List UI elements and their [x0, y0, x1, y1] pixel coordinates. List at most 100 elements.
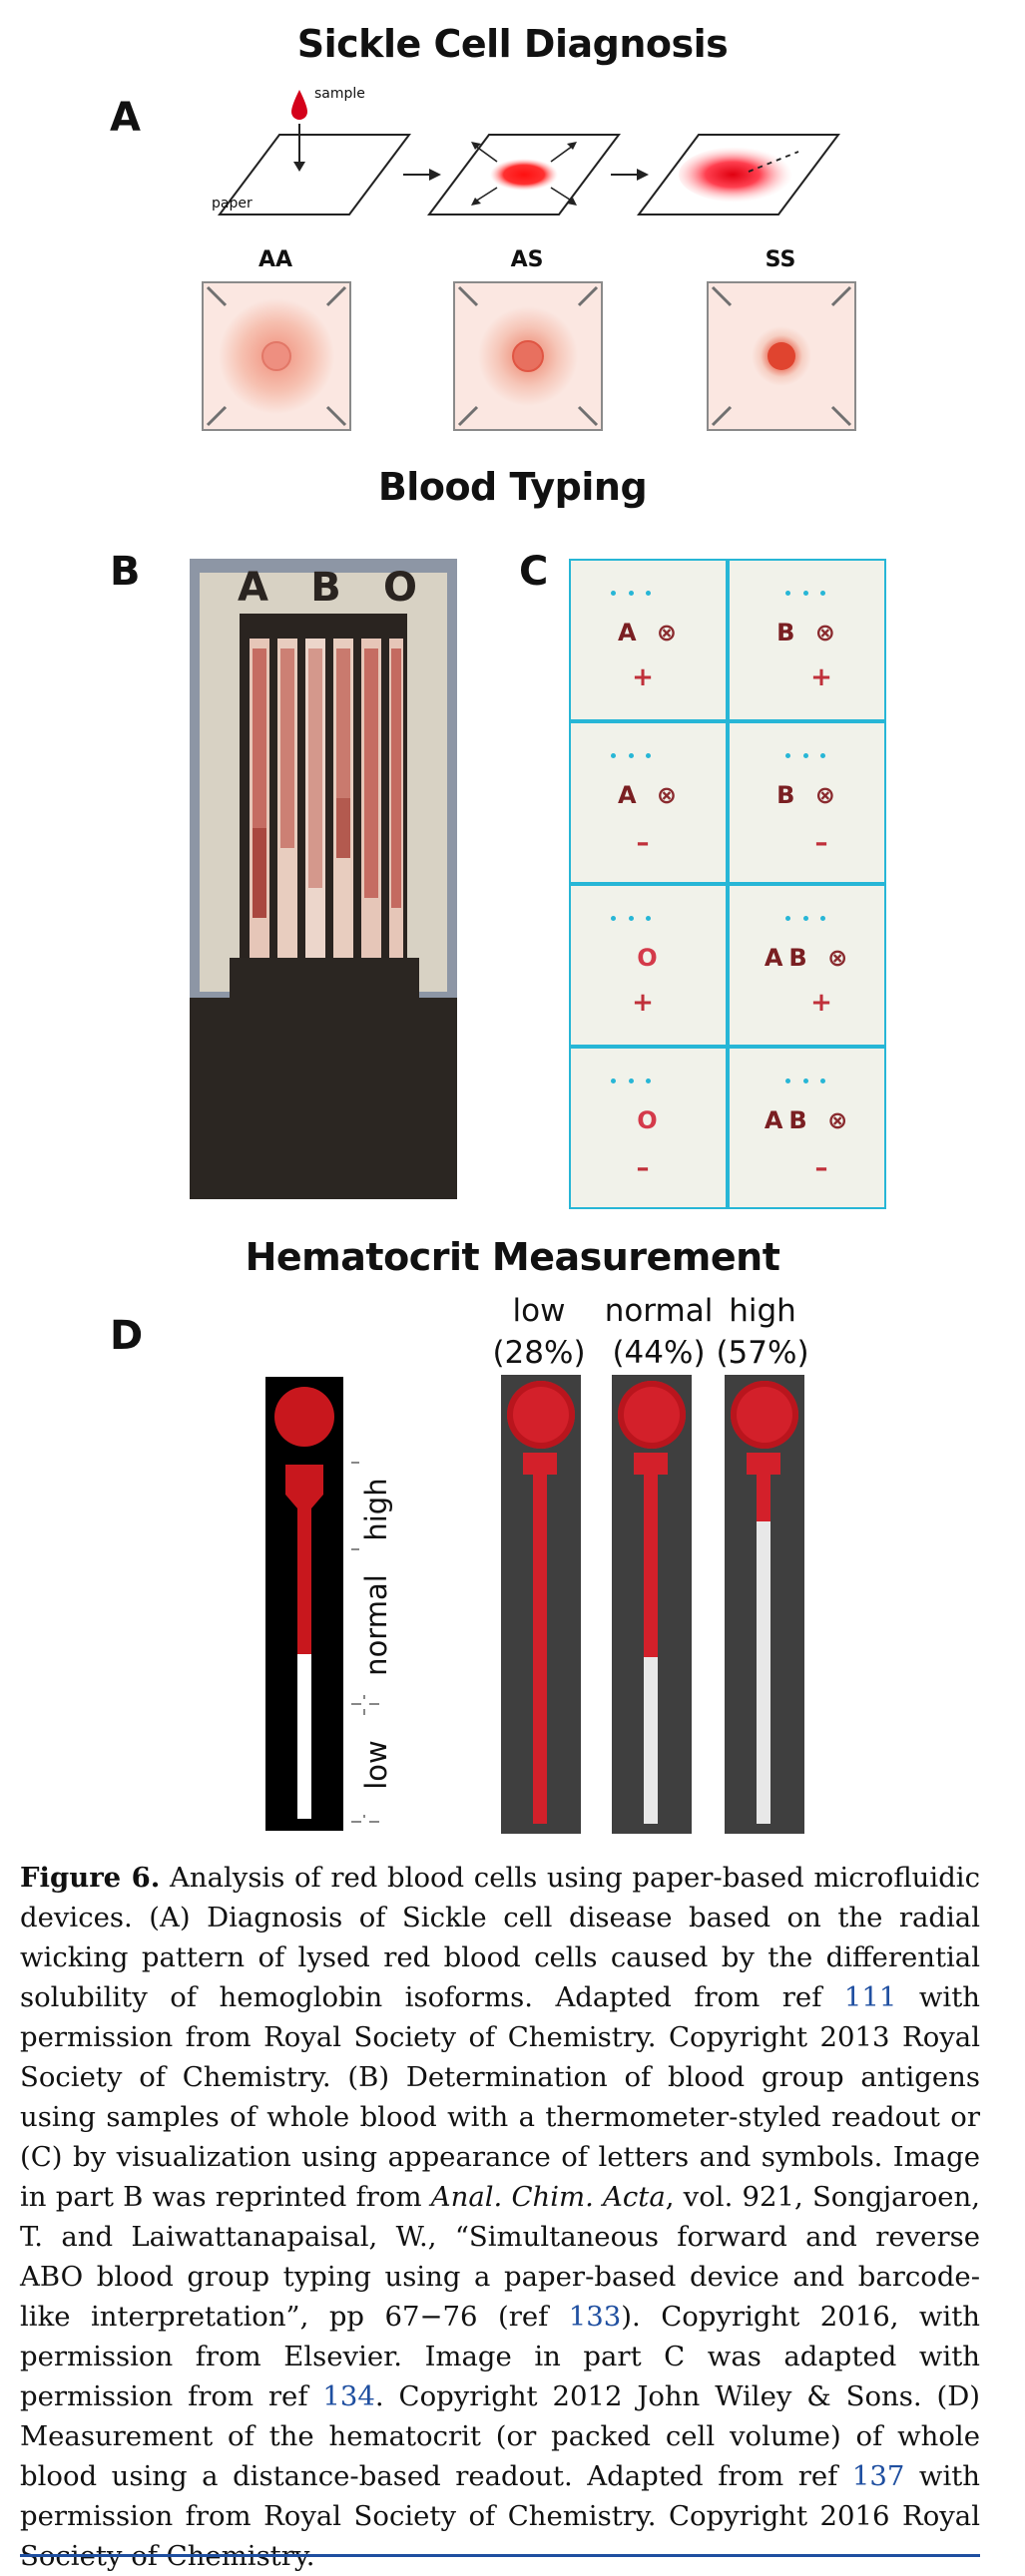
- filled-channel: [297, 1506, 311, 1654]
- cell-letters: B: [776, 619, 801, 646]
- sample-label: sample: [314, 86, 365, 102]
- cell-letters: B: [776, 781, 801, 809]
- cell-mark: O: [637, 1106, 664, 1134]
- cell-sign: –: [814, 1153, 828, 1183]
- cell-sign: –: [636, 828, 650, 858]
- figure-label: Figure 6.: [20, 1862, 161, 1894]
- sample-reservoir: [618, 1381, 686, 1449]
- arrow-1-head: [429, 169, 441, 181]
- cell-letters: AB: [764, 1106, 813, 1134]
- wicking-channel: [757, 1470, 770, 1824]
- hct-pct-high: (57%): [716, 1335, 809, 1371]
- journal-name: Anal. Chim. Acta: [430, 2181, 666, 2213]
- cell-mark: ⊗: [656, 619, 684, 646]
- scale-labels: high normal low: [356, 1457, 396, 1836]
- down-arrow-head: [293, 162, 305, 172]
- cell-readout: AB ⊗: [730, 944, 888, 972]
- blood-type-cell: AB ⊗ +: [728, 884, 886, 1047]
- ref-link-137[interactable]: 137: [851, 2460, 905, 2492]
- caption-text-5: . Copyright 2012 John Wiley & Sons. (D) …: [20, 2380, 981, 2492]
- blood-drop-icon: [291, 90, 307, 120]
- well-aa: [202, 281, 351, 431]
- strip-label-a: A: [238, 565, 268, 611]
- blood-type-cell: B ⊗ –: [728, 721, 886, 884]
- caption-text-2: with permission from Royal Society of Ch…: [20, 1981, 980, 2213]
- blood-type-cell: B ⊗ +: [728, 559, 886, 721]
- scale-label-normal: normal: [359, 1555, 393, 1695]
- sample-reservoir: [274, 1387, 334, 1447]
- caption-text-4: ). Copyright 2016, with permission from …: [20, 2301, 980, 2412]
- hct-pct-normal: (44%): [612, 1335, 706, 1371]
- genotype-ss-label: SS: [765, 247, 796, 272]
- cell-mark: ⊗: [656, 781, 684, 809]
- panel-a-schematic: [218, 90, 840, 215]
- ref-link-134[interactable]: 134: [322, 2380, 375, 2412]
- panel-label-d: D: [110, 1313, 144, 1359]
- blood-type-cell: A ⊗ +: [569, 559, 728, 721]
- dashed-line: [748, 151, 799, 173]
- cell-sign: +: [810, 988, 832, 1018]
- cell-letters: AB: [764, 944, 813, 972]
- cell-letters: A: [617, 781, 643, 809]
- panel-label-c: C: [519, 549, 549, 595]
- panel-label-a: A: [110, 95, 141, 141]
- cell-mark: ⊗: [827, 944, 854, 972]
- empty-channel: [297, 1654, 311, 1819]
- paper-sheet-1: [218, 134, 411, 215]
- hct-label-high: high: [729, 1293, 796, 1329]
- cell-mark: ⊗: [814, 619, 841, 646]
- cell-sign: –: [636, 1153, 650, 1183]
- scale-label-high: high: [359, 1460, 393, 1559]
- cell-readout: A ⊗: [571, 619, 730, 646]
- cell-letters: A: [617, 619, 643, 646]
- sample-reservoir: [731, 1381, 798, 1449]
- ref-link-111[interactable]: 111: [843, 1981, 897, 2013]
- sample-reservoir: [507, 1381, 575, 1449]
- hct-label-low: low: [512, 1293, 566, 1329]
- cell-readout: A ⊗: [571, 781, 730, 809]
- control-dots: [785, 916, 825, 922]
- cell-sign: +: [632, 662, 654, 692]
- caption-text-3: , vol. 921, Songjaroen, T. and Laiwattan…: [20, 2181, 981, 2333]
- paper-label: paper: [212, 196, 253, 212]
- cell-readout: O: [571, 944, 730, 972]
- arrow-2-head: [637, 169, 649, 181]
- caption-bottom-rule: [20, 2554, 980, 2557]
- genotype-as-label: AS: [510, 247, 544, 272]
- channel-neck: [523, 1453, 557, 1475]
- cell-readout: B ⊗: [730, 619, 888, 646]
- strip-label-b: B: [310, 565, 341, 611]
- panel-b-photo: A B O: [190, 559, 457, 1199]
- well-ss: [707, 281, 856, 431]
- hematocrit-device-normal: [612, 1375, 692, 1834]
- hct-label-normal: normal: [604, 1293, 714, 1329]
- blood-typing-title: Blood Typing: [377, 465, 648, 509]
- cell-mark: O: [637, 944, 664, 972]
- ref-link-133[interactable]: 133: [568, 2301, 622, 2333]
- control-dots: [611, 1078, 651, 1084]
- channel-neck: [747, 1453, 780, 1475]
- red-cell-front: [533, 1470, 547, 1824]
- cell-readout: O: [571, 1106, 730, 1134]
- control-dots: [611, 916, 651, 922]
- hematocrit-scale-schematic: [265, 1377, 343, 1831]
- caption-text-1: Analysis of red blood cells using paper-…: [20, 1862, 980, 2013]
- figure-caption: Figure 6. Analysis of red blood cells us…: [20, 1858, 980, 2576]
- red-cell-front: [644, 1470, 658, 1657]
- cell-mark: ⊗: [814, 781, 841, 809]
- channel-neck: [634, 1453, 668, 1475]
- blood-spot-final: [679, 147, 798, 203]
- strip-label-o: O: [382, 565, 417, 611]
- blood-type-cell: AB ⊗ –: [728, 1047, 886, 1209]
- cell-sign: –: [814, 828, 828, 858]
- panel-c-photo: A ⊗ + B ⊗ + A ⊗ – B ⊗ – O + AB ⊗ + O – AB ⊗ –: [569, 559, 886, 1209]
- sickle-cell-title: Sickle Cell Diagnosis: [296, 22, 729, 66]
- cell-readout: B ⊗: [730, 781, 888, 809]
- scale-label-low: low: [359, 1715, 393, 1815]
- control-dots: [785, 753, 825, 759]
- blood-spot-spreading: [490, 159, 558, 191]
- control-dots: [611, 753, 651, 759]
- cell-readout: AB ⊗: [730, 1106, 888, 1134]
- genotype-aa-label: AA: [257, 247, 293, 272]
- hematocrit-device-high: [725, 1375, 804, 1834]
